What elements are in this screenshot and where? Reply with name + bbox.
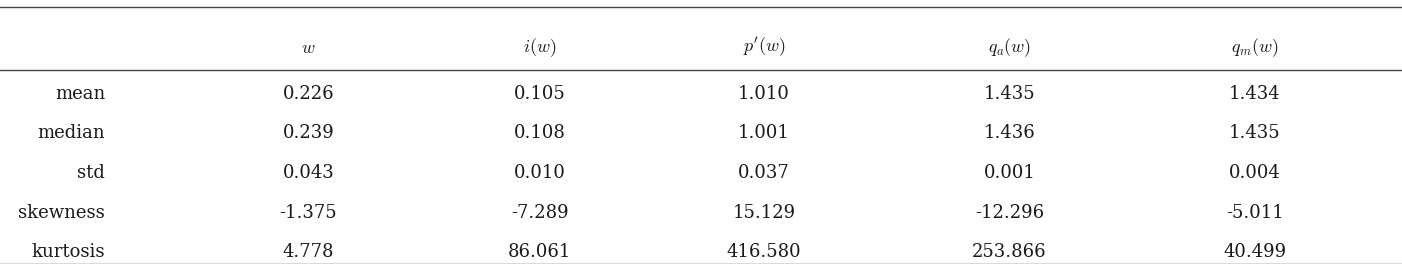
Text: 15.129: 15.129: [732, 204, 796, 221]
Text: 4.778: 4.778: [283, 243, 334, 261]
Text: $q_m(w)$: $q_m(w)$: [1231, 36, 1279, 59]
Text: -5.011: -5.011: [1225, 204, 1284, 221]
Text: $i(w)$: $i(w)$: [523, 36, 557, 59]
Text: mean: mean: [55, 85, 105, 103]
Text: $p^{\prime}(w)$: $p^{\prime}(w)$: [743, 36, 785, 59]
Text: 40.499: 40.499: [1223, 243, 1287, 261]
Text: 0.226: 0.226: [283, 85, 334, 103]
Text: 0.105: 0.105: [515, 85, 565, 103]
Text: $q_a(w)$: $q_a(w)$: [988, 36, 1030, 59]
Text: -1.375: -1.375: [279, 204, 338, 221]
Text: std: std: [77, 164, 105, 182]
Text: $w$: $w$: [301, 39, 315, 56]
Text: 0.043: 0.043: [283, 164, 334, 182]
Text: 1.434: 1.434: [1230, 85, 1280, 103]
Text: 1.435: 1.435: [1230, 124, 1280, 142]
Text: 0.004: 0.004: [1230, 164, 1280, 182]
Text: -12.296: -12.296: [974, 204, 1044, 221]
Text: 0.010: 0.010: [513, 164, 566, 182]
Text: 86.061: 86.061: [508, 243, 572, 261]
Text: 0.108: 0.108: [513, 124, 566, 142]
Text: skewness: skewness: [18, 204, 105, 221]
Text: 1.435: 1.435: [984, 85, 1035, 103]
Text: kurtosis: kurtosis: [32, 243, 105, 261]
Text: 0.037: 0.037: [739, 164, 789, 182]
Text: -7.289: -7.289: [510, 204, 569, 221]
Text: 253.866: 253.866: [972, 243, 1047, 261]
Text: 1.436: 1.436: [984, 124, 1035, 142]
Text: median: median: [38, 124, 105, 142]
Text: 0.239: 0.239: [283, 124, 334, 142]
Text: 0.001: 0.001: [983, 164, 1036, 182]
Text: 416.580: 416.580: [726, 243, 802, 261]
Text: 1.010: 1.010: [737, 85, 791, 103]
Text: 1.001: 1.001: [737, 124, 791, 142]
